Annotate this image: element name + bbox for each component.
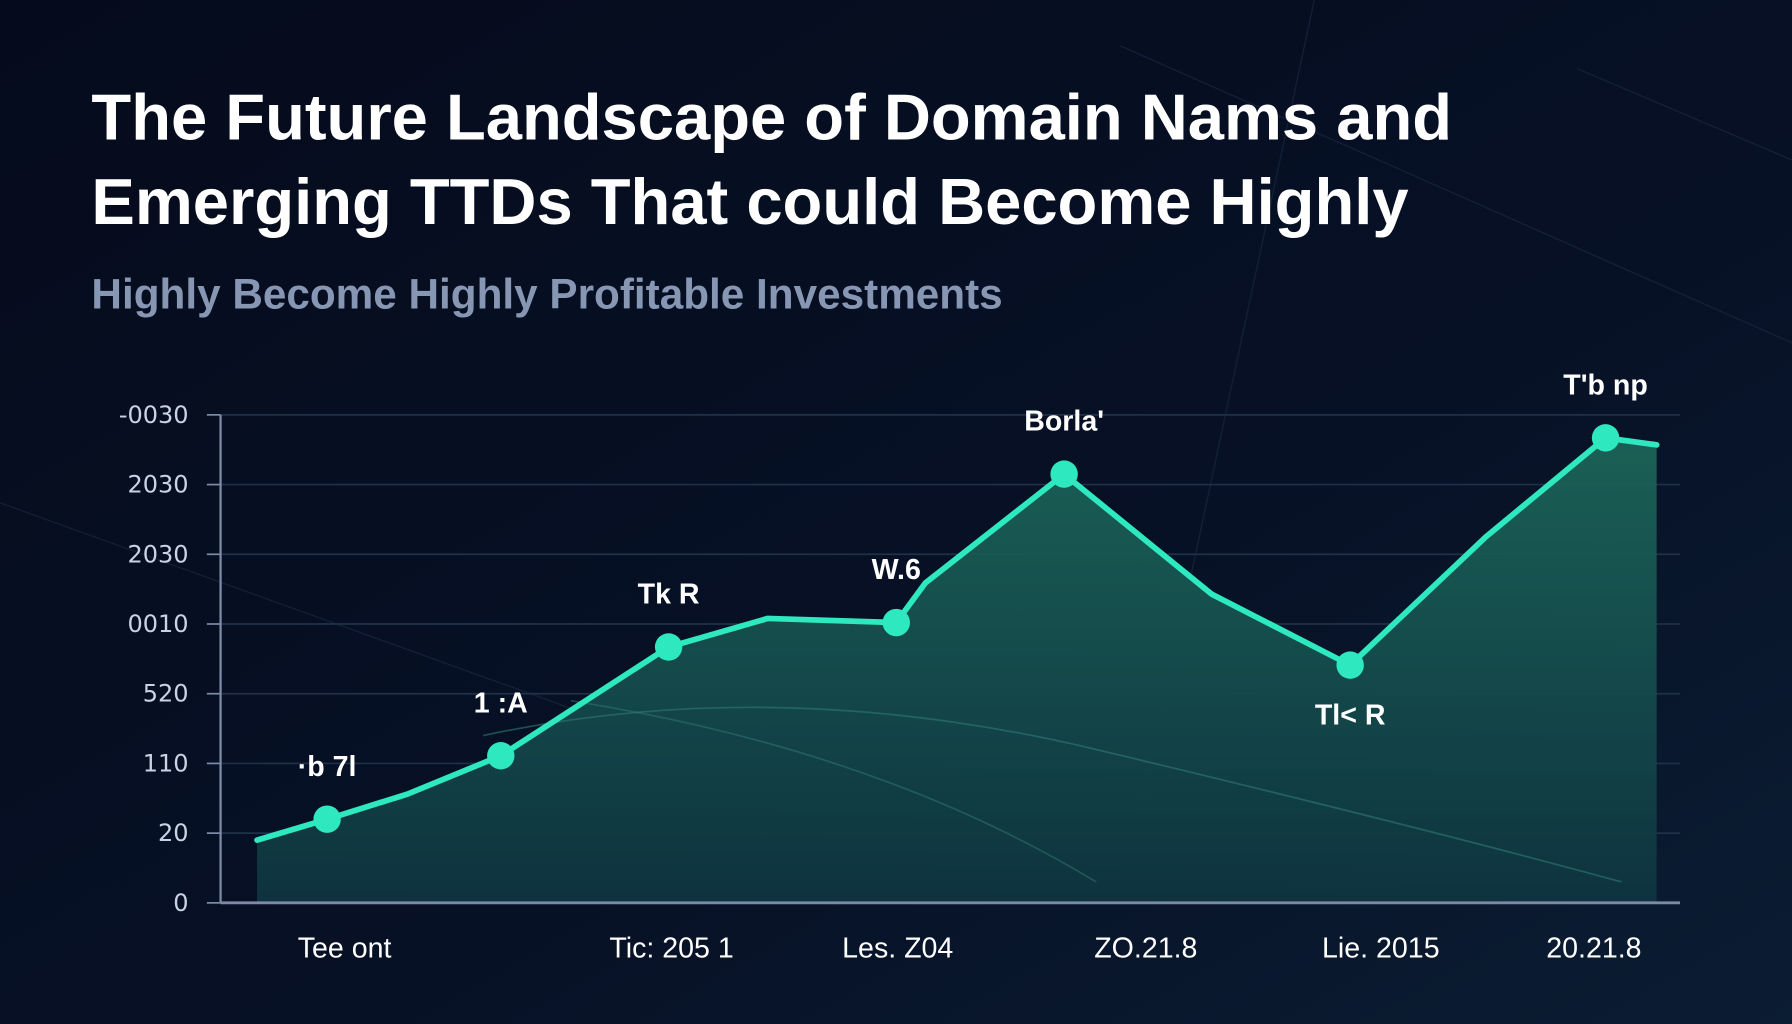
data-label: 1 :A <box>474 687 528 719</box>
series-line <box>254 435 1660 843</box>
faint-curve <box>483 706 1622 883</box>
x-tick-label: Tic: 205 1 <box>609 933 733 965</box>
line-layer <box>254 435 1660 843</box>
point-labels: ·b 7l 1 :A Tk R W.6 Borla' Tl< R T'b np <box>298 369 1648 782</box>
background-streaks <box>0 0 1792 801</box>
y-tick-label: -0030 <box>119 401 189 429</box>
title-line-2: Emerging TTDs That could Become Highly <box>91 165 1408 238</box>
faint-curve <box>570 699 1097 883</box>
y-tick-label: 0 <box>173 889 188 917</box>
y-axis-ticks: -0030 2030 2030 0010 520 110 20 0 <box>119 401 221 917</box>
x-tick-label: ZO.21.8 <box>1094 933 1197 965</box>
area-fill <box>257 437 1657 903</box>
x-tick-label: Les. Z04 <box>842 933 953 965</box>
x-axis-ticks: Tee ont Tic: 205 1 Les. Z04 ZO.21.8 Lie. 201… <box>298 933 1642 965</box>
axes <box>219 414 1680 905</box>
data-point <box>1336 651 1364 679</box>
x-tick-label: Lie. 2015 <box>1322 933 1440 965</box>
data-label: T'b np <box>1563 369 1648 401</box>
y-tick-label: 520 <box>143 680 189 708</box>
data-point <box>313 805 341 833</box>
x-tick-label: 20.21.8 <box>1546 933 1641 965</box>
data-point <box>487 742 515 770</box>
y-tick-label: 0010 <box>127 610 188 638</box>
subtitle: Highly Become Highly Profitable Investme… <box>91 271 1002 318</box>
data-point <box>1591 424 1620 452</box>
data-label: Tl< R <box>1315 700 1386 732</box>
area-layer <box>257 437 1657 903</box>
y-tick-label: 2030 <box>127 540 188 568</box>
markers <box>313 424 1620 833</box>
y-tick-label: 20 <box>158 819 189 847</box>
y-tick-label: 110 <box>143 749 189 777</box>
data-label: ·b 7l <box>298 751 357 783</box>
y-tick-label: 2030 <box>127 471 188 499</box>
title-line-1: The Future Landscape of Domain Nams and <box>91 80 1452 153</box>
data-label: W.6 <box>872 554 921 586</box>
background-curves <box>483 699 1622 883</box>
x-tick-label: Tee ont <box>298 933 392 965</box>
data-label: Tk R <box>638 579 700 611</box>
data-point <box>1050 460 1078 488</box>
data-point <box>654 633 683 661</box>
data-label: Borla' <box>1024 406 1104 438</box>
data-point <box>882 608 911 637</box>
